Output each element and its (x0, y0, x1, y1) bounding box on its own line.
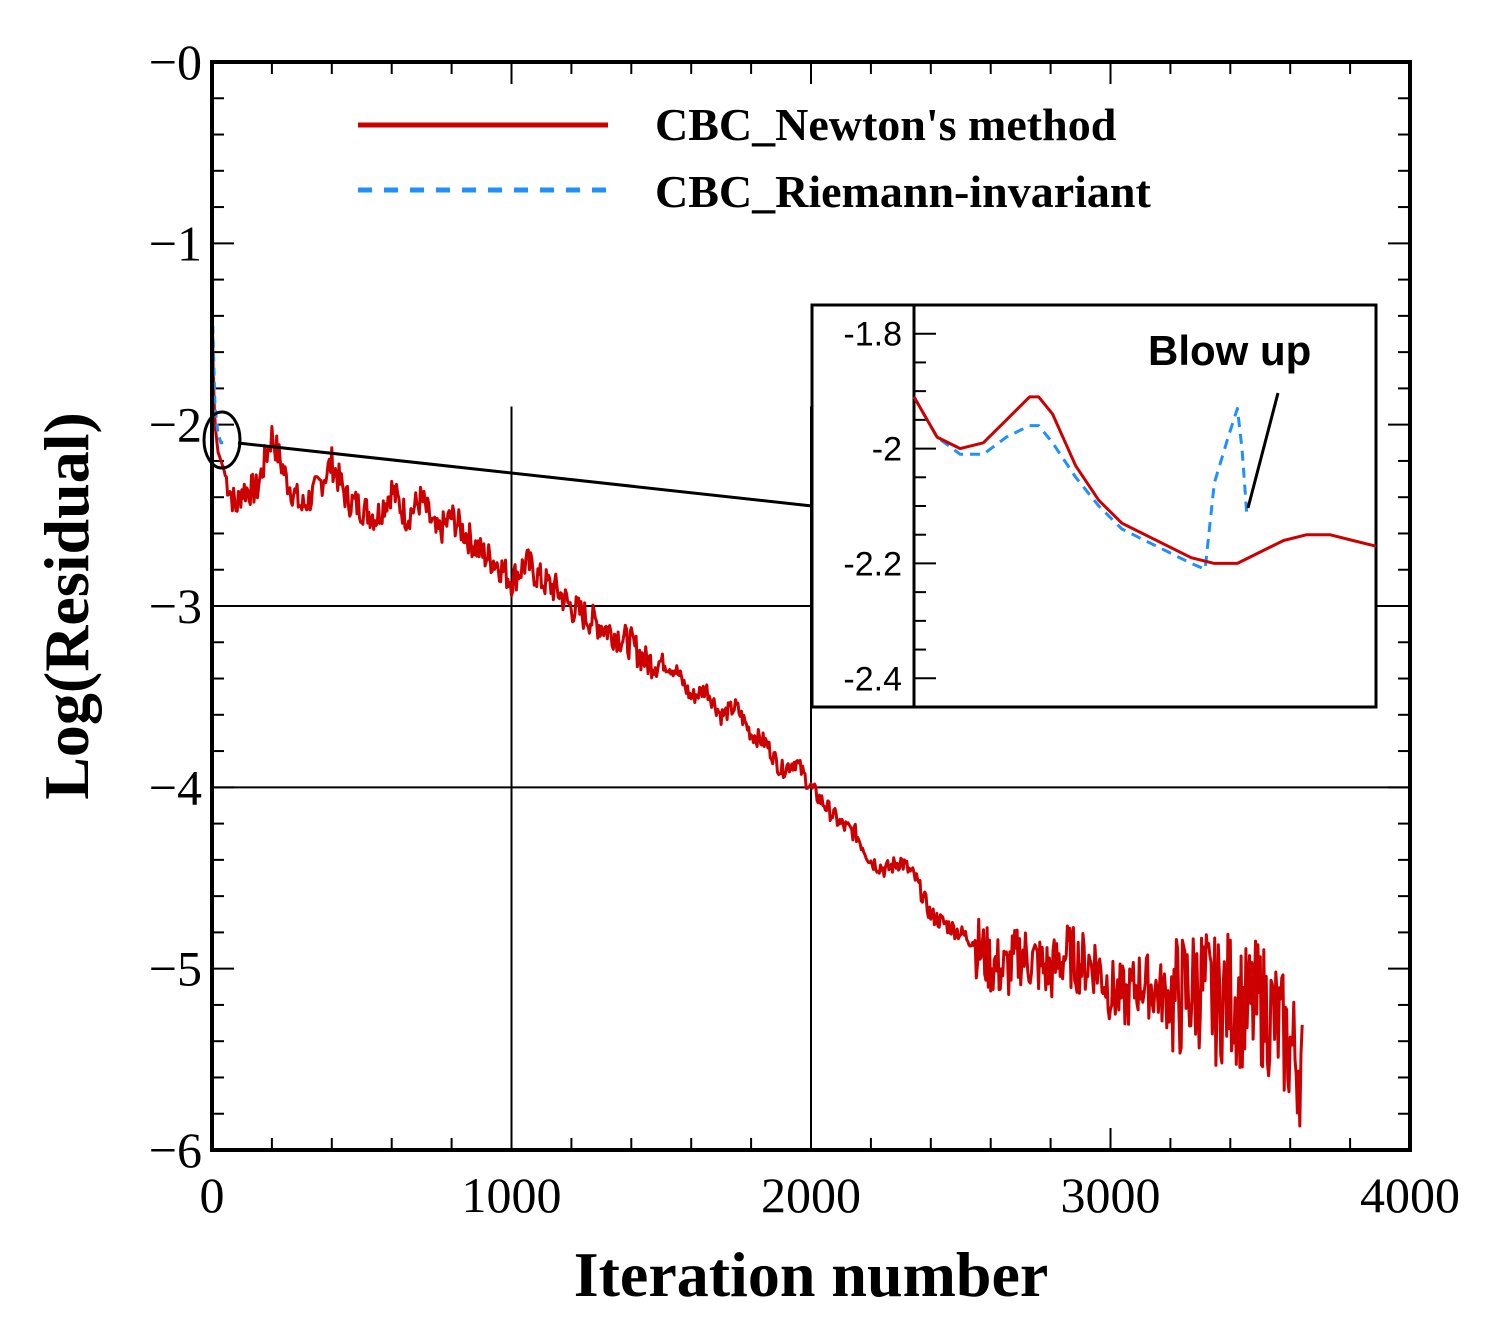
y-axis-title: Log(Residual) (31, 412, 102, 800)
inset-y-tick-label: -1.8 (843, 316, 902, 354)
inset-y-tick-label: -2 (872, 431, 902, 469)
inset-panel: -1.8 -2 -2.2 -2.4 Blow up (810, 303, 1378, 709)
zoom-circle (202, 410, 242, 470)
y-tick-label: −4 (149, 759, 202, 815)
legend-label-newton: CBC_Newton's method (655, 99, 1117, 150)
inset-series (912, 395, 1377, 571)
inset-y-tick-label: -2.2 (843, 545, 902, 583)
y-tick-label: −2 (149, 397, 202, 453)
inset-tick-labels: -1.8 -2 -2.2 -2.4 (843, 316, 902, 699)
legend: CBC_Newton's method CBC_Riemann-invarian… (358, 99, 1151, 217)
x-tick-label: 4000 (1360, 1167, 1460, 1223)
legend-label-riemann: CBC_Riemann-invariant (655, 166, 1151, 217)
zoom-connector (237, 441, 813, 508)
inset-y-tick-label: -2.4 (843, 660, 902, 698)
y-tick-label: −3 (149, 578, 202, 634)
y-tick-label: −1 (149, 215, 202, 271)
y-tick-label: −6 (149, 1122, 202, 1178)
blow-up-pointer (1246, 392, 1280, 509)
main-plot-frame (210, 60, 1412, 1152)
x-tick-label: 1000 (462, 1167, 562, 1223)
x-tick-label: 0 (200, 1167, 225, 1223)
inset-ticks (914, 332, 936, 708)
inset-series-riemann (912, 396, 1249, 571)
main-tick-labels: 0 1000 2000 3000 4000 −0 −1 −2 −3 −4 −5 −6 (149, 34, 1460, 1223)
y-tick-label: −0 (149, 34, 202, 90)
x-tick-label: 2000 (761, 1167, 861, 1223)
x-axis-title: Iteration number (574, 1239, 1049, 1310)
inset-background (810, 303, 1378, 709)
x-tick-label: 3000 (1061, 1167, 1161, 1223)
y-tick-label: −5 (149, 941, 202, 997)
blow-up-annotation: Blow up (1148, 327, 1311, 374)
series-newton-line (210, 297, 1304, 1128)
inset-series-newton (912, 395, 1377, 565)
